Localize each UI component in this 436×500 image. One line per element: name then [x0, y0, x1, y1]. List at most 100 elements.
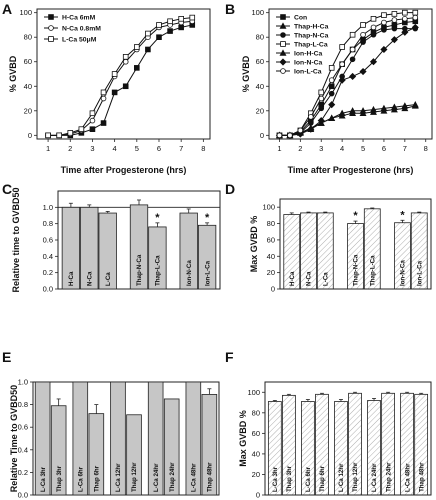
data-point [276, 132, 283, 139]
x-tick-label: 3 [90, 144, 94, 153]
legend-label-thap-n-ca: Thap-N-Ca [294, 33, 329, 40]
bar-label-ion-n-ca: Ion-N-Ca [186, 260, 193, 286]
bar-l-ca-3hr [34, 381, 51, 496]
data-point [122, 54, 129, 60]
bar-label-thap-24hr: Thap 24hr [169, 462, 176, 492]
data-point [78, 126, 85, 132]
bar-label-thap-48hr: Thap 48hr [207, 462, 214, 492]
bar-l-ca-48hr [185, 381, 202, 496]
y-tick-label: 60 [252, 429, 260, 438]
y-tick-label: 0.4 [18, 445, 28, 454]
panel-b-line-chart: 0 20 40 60 80 100 % GVBD 1 2 3 4 5 6 7 8 Time after Pro… [241, 8, 433, 175]
significance-marker: * [205, 212, 210, 224]
bar-label-thap-n-ca: Thap-N-Ca [353, 254, 360, 286]
data-point [359, 109, 367, 117]
y-axis-title: Max GVBD % [249, 216, 259, 273]
data-point [100, 95, 107, 102]
data-point [402, 9, 408, 16]
data-point [381, 27, 387, 33]
bar-label-thap-n-ca: Thap-N-Ca [136, 254, 143, 286]
bar-label-thap-48hr: Thap 48hr [418, 462, 425, 492]
data-point [412, 14, 419, 21]
bar-label-l-ca-48hr: L-Ca 48hr [404, 463, 411, 492]
y-axis-title: Relative Time to GVBD50 [9, 385, 19, 492]
y-tick-label: 40 [24, 82, 32, 91]
bar-label-thap-3hr: Thap 3hr [56, 465, 63, 492]
legend-label-l-ca-50-m: L-Ca 50μM [62, 37, 97, 44]
data-point [339, 61, 345, 67]
data-point [178, 24, 184, 31]
data-point [318, 105, 325, 112]
y-tick-label: 0.2 [18, 468, 28, 477]
bar-label-l-ca-24hr: L-Ca 24hr [153, 463, 160, 492]
panel-a-line-chart: 0 20 40 60 80 100 % GVBD 1 2 3 4 5 6 7 8 Time after Pro… [8, 8, 211, 175]
bar-label-h-ca: H-Ca [68, 271, 75, 286]
data-point [279, 22, 287, 29]
panel-letter-a: A [2, 1, 12, 17]
bar-l-ca-24hr [147, 381, 164, 496]
data-point [370, 108, 377, 115]
data-point [328, 101, 336, 109]
data-point [412, 9, 419, 16]
y-tick-label: 100 [19, 8, 32, 17]
legend-label-ion-h-ca: Ion-H-Ca [294, 51, 323, 58]
data-point [390, 105, 398, 113]
bar-label-thap-3hr: Thap 3hr [286, 465, 293, 492]
legend-label-thap-l-ca: Thap-L-Ca [294, 42, 328, 49]
bar-label-thap-6hr: Thap 6hr [319, 465, 326, 492]
data-point [380, 45, 388, 54]
y-tick-label: 0.8 [43, 219, 53, 228]
data-point [279, 58, 287, 66]
significance-marker: * [400, 209, 405, 221]
bar-label-thap-12hr: Thap 12hr [352, 462, 359, 492]
x-tick-label: 1 [277, 144, 281, 153]
legend-label-ion-l-ca: Ion-L-Ca [294, 69, 322, 76]
x-tick-label: 2 [298, 144, 302, 153]
y-tick-label: 80 [24, 33, 32, 42]
y-tick-label: 20 [252, 470, 260, 479]
data-point [391, 11, 398, 17]
bar-label-thap-24hr: Thap 24hr [385, 462, 392, 492]
bar-label-l-ca-3hr: L-Ca 3hr [40, 466, 47, 492]
panel-c-bar-chart: 0.0 0.2 0.4 0.6 0.8 1.0 Relative time to GVBD5… [11, 187, 221, 294]
data-point [287, 132, 293, 139]
data-point [349, 56, 356, 63]
data-point [156, 34, 162, 41]
x-tick-label: 2 [68, 144, 72, 153]
data-point [111, 71, 118, 77]
legend-label-h-ca-6mm: H-Ca 6mM [62, 15, 96, 22]
bar-label-l-ca: L-Ca [323, 272, 330, 286]
plot-frame [32, 381, 220, 496]
data-point [401, 28, 409, 36]
y-tick-label: 80 [256, 33, 264, 42]
data-point [349, 72, 357, 81]
data-point [48, 25, 54, 31]
y-tick-label: 80 [252, 408, 260, 417]
data-point [67, 130, 74, 136]
bar-label-thap-12hr: Thap 12hr [131, 462, 138, 492]
bar-label-n-ca: N-Ca [86, 271, 93, 286]
y-tick-label: 40 [252, 449, 260, 458]
bar-thap-12hr [126, 414, 142, 496]
data-point [307, 114, 314, 120]
panel-letter-e: E [2, 349, 11, 365]
y-axis-title: % GVBD [8, 55, 18, 92]
y-tick-label: 0 [28, 131, 32, 140]
data-point [391, 17, 398, 23]
data-point [390, 36, 398, 44]
data-point [45, 132, 51, 139]
bar-label-l-ca-6hr: L-Ca 6hr [305, 466, 312, 492]
data-point [318, 95, 325, 102]
bar-label-ion-n-ca: Ion-N-Ca [400, 260, 407, 286]
panel-letter-f: F [225, 349, 234, 365]
y-tick-label: 0 [256, 491, 260, 500]
y-tick-label: 0.0 [43, 285, 53, 294]
data-point [328, 65, 335, 71]
data-point [328, 83, 335, 90]
data-point [280, 14, 286, 20]
y-tick-label: 60 [267, 235, 275, 244]
x-tick-label: 5 [135, 144, 139, 153]
data-point [178, 16, 184, 22]
data-point [360, 22, 366, 28]
